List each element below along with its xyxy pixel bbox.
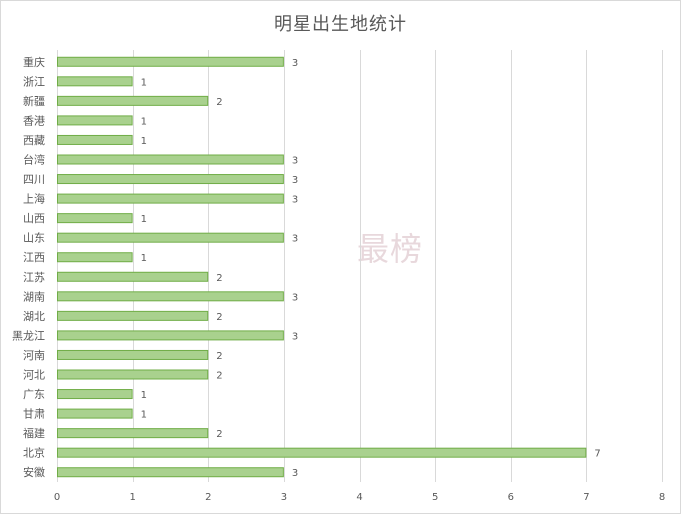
category-label-2: 新疆 <box>23 94 45 108</box>
x-tick-label-0: 0 <box>54 492 60 503</box>
category-label-20: 北京 <box>23 446 45 460</box>
data-label-7: 3 <box>292 195 298 206</box>
category-label-15: 河南 <box>23 349 45 362</box>
data-label-14: 3 <box>292 331 298 342</box>
data-label-6: 3 <box>292 175 298 186</box>
bar-10 <box>57 252 133 263</box>
category-label-8: 山西 <box>23 212 45 225</box>
data-label-1: 1 <box>141 77 147 88</box>
category-label-12: 湖南 <box>23 290 45 303</box>
x-tick-label-7: 7 <box>583 492 589 503</box>
bar-18 <box>57 408 133 419</box>
category-label-14: 黑龙江 <box>12 329 45 342</box>
bar-13 <box>57 310 209 321</box>
data-label-4: 1 <box>141 136 147 147</box>
bar-17 <box>57 389 133 400</box>
data-label-17: 1 <box>141 390 147 401</box>
x-tick-label-4: 4 <box>356 492 362 503</box>
x-tick-label-6: 6 <box>508 492 514 503</box>
bar-6 <box>57 174 284 185</box>
data-label-5: 3 <box>292 156 298 167</box>
x-tick-label-8: 8 <box>659 492 665 503</box>
bar-0 <box>57 56 284 67</box>
bar-9 <box>57 232 284 243</box>
data-label-3: 1 <box>141 116 147 127</box>
x-tick-label-5: 5 <box>432 492 438 503</box>
bar-5 <box>57 154 284 165</box>
data-label-21: 3 <box>292 468 298 479</box>
bar-21 <box>57 467 284 478</box>
category-label-17: 广东 <box>23 388 45 401</box>
bar-15 <box>57 349 209 360</box>
bar-7 <box>57 193 284 204</box>
bar-4 <box>57 134 133 145</box>
category-label-13: 湖北 <box>23 310 45 323</box>
data-label-15: 2 <box>216 351 222 362</box>
category-label-21: 安徽 <box>23 465 45 479</box>
category-label-9: 山东 <box>23 232 45 245</box>
data-label-18: 1 <box>141 410 147 421</box>
bar-16 <box>57 369 209 380</box>
data-label-12: 3 <box>292 292 298 303</box>
x-tick-label-3: 3 <box>281 492 287 503</box>
bar-19 <box>57 428 209 439</box>
data-label-10: 1 <box>141 253 147 264</box>
category-label-1: 浙江 <box>23 75 45 88</box>
category-label-0: 重庆 <box>23 55 45 69</box>
bar-20 <box>57 447 587 458</box>
category-label-3: 香港 <box>23 114 45 127</box>
category-label-6: 四川 <box>23 173 45 186</box>
chart-title: 明星出生地统计 <box>274 14 407 35</box>
bar-8 <box>57 213 133 224</box>
bar-12 <box>57 291 284 302</box>
bar-2 <box>57 95 209 106</box>
data-label-19: 2 <box>216 429 222 440</box>
category-label-5: 台湾 <box>23 153 45 167</box>
category-label-4: 西藏 <box>23 134 45 147</box>
bar-1 <box>57 76 133 87</box>
bar-14 <box>57 330 284 341</box>
category-label-10: 江西 <box>23 251 45 264</box>
watermark: 最榜 <box>357 230 424 268</box>
data-label-13: 2 <box>216 312 222 323</box>
x-tick-label-2: 2 <box>205 492 211 503</box>
category-label-11: 江苏 <box>23 271 45 284</box>
bar-11 <box>57 271 209 282</box>
bar-3 <box>57 115 133 126</box>
data-label-0: 3 <box>292 58 298 69</box>
category-label-19: 福建 <box>23 426 45 440</box>
category-label-7: 上海 <box>23 192 45 206</box>
data-label-9: 3 <box>292 234 298 245</box>
category-label-16: 河北 <box>23 369 45 382</box>
data-label-16: 2 <box>216 371 222 382</box>
data-label-20: 7 <box>594 449 600 460</box>
data-label-11: 2 <box>216 273 222 284</box>
data-label-8: 1 <box>141 214 147 225</box>
category-label-18: 甘肃 <box>23 408 45 421</box>
data-label-2: 2 <box>216 97 222 108</box>
x-tick-label-1: 1 <box>129 492 135 503</box>
